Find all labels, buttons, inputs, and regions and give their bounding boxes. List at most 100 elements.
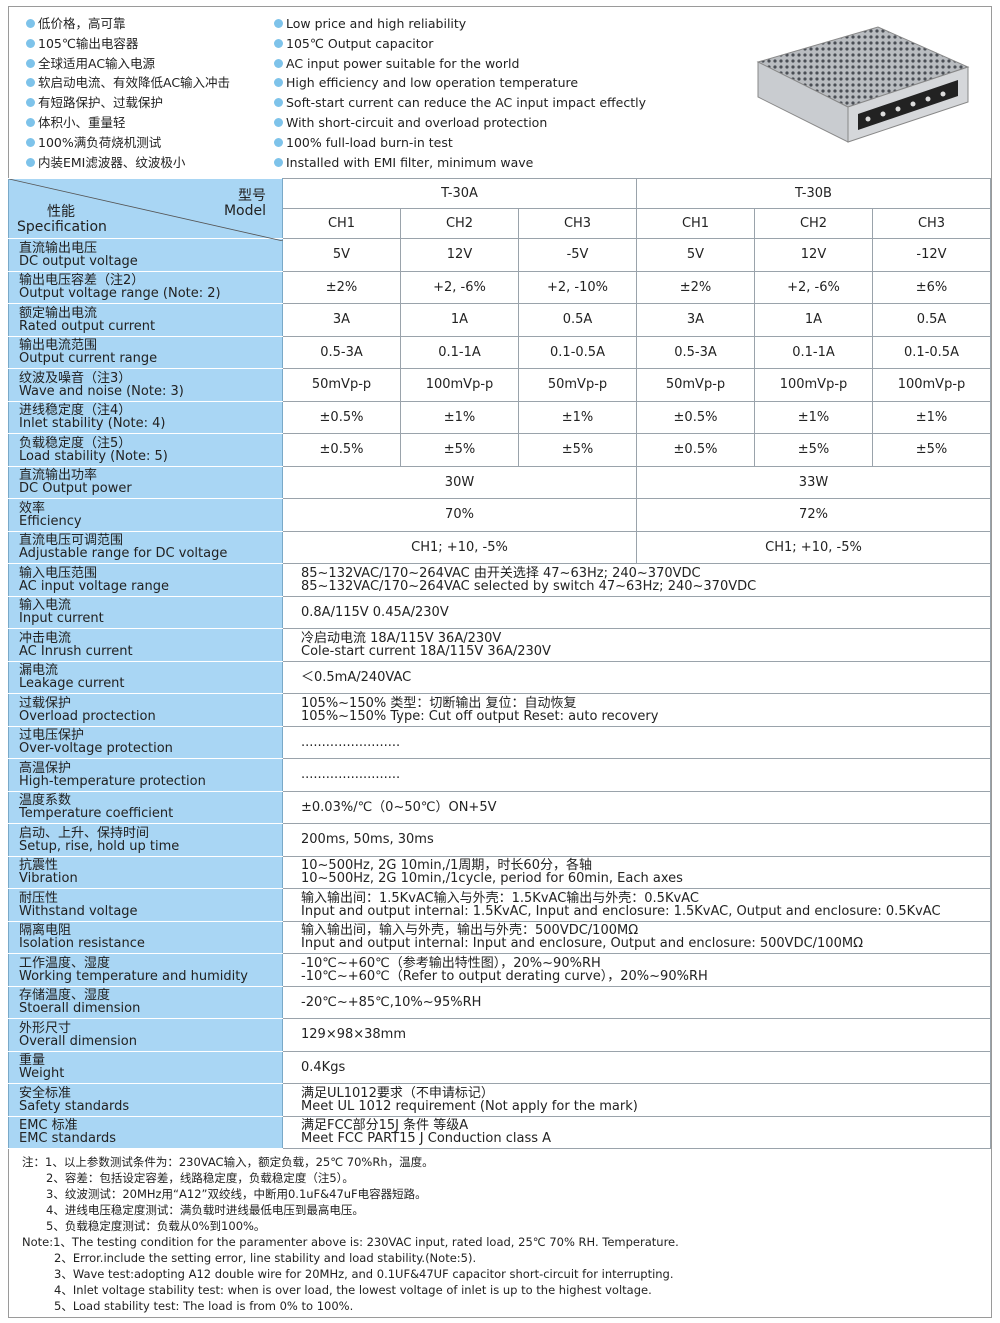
table-row: 高温保护 High-temperature protection.........…: [8, 758, 991, 792]
spec-label-en: Withstand voltage: [19, 903, 138, 919]
spec-label-en: Output voltage range (Note: 2): [19, 286, 221, 302]
note-cn: 4、进线电压稳定度测试：满负载时进线最低电压到最高电压。: [46, 1203, 364, 1217]
table-row: 漏电流 Leakage current ＜0.5mA/240VAC: [8, 660, 991, 694]
feature-item: 100% full-load burn-in test: [274, 133, 646, 153]
note-en: Note:1、The testing condition for the par…: [22, 1235, 679, 1249]
model-label-cn: 型号: [238, 188, 266, 204]
spec-label-cn: 抗震性: [19, 858, 59, 874]
spec-label-cell: 隔离电阻 Isolation resistance: [8, 920, 283, 954]
value-line: 129×98×38mm: [301, 1027, 407, 1043]
value-cell: 33W: [636, 465, 991, 499]
table-row: 过载保护 Overload proctection 105%~150% 类型：切断输…: [8, 693, 991, 727]
value-line: 85~132VAC/170~264VAC 由开关选择 47~63Hz; 240~…: [301, 565, 701, 581]
spec-label-cn: 过载保护: [19, 695, 72, 711]
spec-label-en: Temperature coefficient: [19, 806, 174, 822]
spec-label-cell: 负载稳定度（注5） Load stability (Note: 5): [8, 433, 283, 467]
value-line: Meet FCC PART15 J Conduction class A: [301, 1131, 552, 1147]
value-cell: 72%: [636, 498, 991, 532]
spec-label-cn: EMC 标准: [19, 1118, 78, 1134]
spec-label-cn: 隔离电阻: [19, 923, 72, 939]
value-cell: 0.5A: [518, 303, 637, 337]
spec-label-cn: 进线稳定度（注4）: [19, 403, 132, 419]
value-cell: 1A: [754, 303, 873, 337]
spec-label-cell: 额定输出电流 Rated output current: [8, 303, 283, 337]
channel-header: CH2: [400, 208, 519, 239]
value-cell: -20℃~+85℃,10%~95%RH: [282, 985, 991, 1019]
value-line: 0.4Kgs: [301, 1059, 346, 1075]
table-row: 输出电压容差（注2） Output voltage range (Note: 2)…: [8, 270, 991, 304]
table-row: 外形尺寸 Overall dimension 129×98×38mm: [8, 1018, 991, 1052]
value-cell: 0.1-0.5A: [518, 335, 637, 369]
value-cell: 0.4Kgs: [282, 1050, 991, 1084]
features-en: Low price and high reliability 105℃ Outpu…: [274, 14, 646, 172]
note-cn: 注：1、以上参数测试条件为：230VAC输入，额定负载，25℃ 70%Rh，温度…: [22, 1155, 434, 1169]
header-row-models: 型号 Model 性能 Specification T-30A T-30B: [8, 178, 991, 241]
spec-label-en: DC Output power: [19, 481, 132, 497]
table-row: 工作温度、湿度 Working temperature and humidity -…: [8, 953, 991, 987]
table-row: 负载稳定度（注5） Load stability (Note: 5) ±0.5% ±5…: [8, 433, 991, 467]
spec-label-en: Specification: [17, 219, 107, 235]
spec-label-en: AC input voltage range: [19, 578, 169, 594]
spec-label-cn: 效率: [19, 500, 46, 516]
table-row: 安全标准 Safety standards 满足UL1012要求（不申请标记） Mee…: [8, 1083, 991, 1117]
spec-label-en: Wave and noise (Note: 3): [19, 383, 184, 399]
spec-label-cell: 漏电流 Leakage current: [8, 660, 283, 694]
value-cell: 5V: [636, 238, 755, 272]
spec-label-cell: 重量 Weight: [8, 1050, 283, 1084]
value-cell: 0.1-1A: [400, 335, 519, 369]
feature-item: Soft-start current can reduce the AC inp…: [274, 93, 646, 113]
note-en: 4、Inlet voltage stability test: when is …: [54, 1283, 652, 1297]
model-t30a: T-30A: [282, 178, 637, 209]
value-cell: 10~500Hz, 2G 10min,/1周期，时长60分，各轴 10~500Hz…: [282, 855, 991, 889]
spec-label-cell: 输出电流范围 Output current range: [8, 335, 283, 369]
value-line: 85~132VAC/170~264VAC selected by switch …: [301, 578, 757, 594]
spec-label-cn: 输入电压范围: [19, 565, 98, 581]
spec-label-en: Setup, rise, hold up time: [19, 838, 180, 854]
table-row: 抗震性 Vibration 10~500Hz, 2G 10min,/1周期，时长60…: [8, 855, 991, 889]
value-cell: ±1%: [518, 400, 637, 434]
value-cell: ........................: [282, 725, 991, 759]
feature-item: With short-circuit and overload protecti…: [274, 113, 646, 133]
value-cell: ±2%: [636, 270, 755, 304]
spec-label-cn: 耐压性: [19, 890, 59, 906]
table-row: 重量 Weight 0.4Kgs: [8, 1050, 991, 1084]
value-line: Meet UL 1012 requirement (Not apply for …: [301, 1098, 638, 1114]
value-cell: 50mVp-p: [636, 368, 755, 402]
spec-label-cell: EMC 标准 EMC standards: [8, 1115, 283, 1149]
spec-label-cn: 直流输出电压: [19, 240, 98, 256]
value-cell: ±1%: [400, 400, 519, 434]
spec-label-en: Safety standards: [19, 1098, 130, 1114]
spec-label-cn: 纹波及噪音（注3）: [19, 370, 132, 386]
feature-item: Installed with EMI filter, minimum wave: [274, 153, 646, 173]
spec-label-cn: 输出电压容差（注2）: [19, 273, 145, 289]
value-line: 冷启动电流 18A/115V 36A/230V: [301, 630, 502, 646]
header-corner-cell: 型号 Model 性能 Specification: [8, 178, 283, 241]
table-row: 输入电压范围 AC input voltage range 85~132VAC/17…: [8, 563, 991, 597]
value-cell: ±0.5%: [636, 400, 755, 434]
spec-label-cell: 输出电压容差（注2） Output voltage range (Note: 2): [8, 270, 283, 304]
value-cell: 30W: [282, 465, 637, 499]
feature-item: High efficiency and low operation temper…: [274, 73, 646, 93]
spec-table: 型号 Model 性能 Specification T-30A T-30B CH…: [8, 178, 991, 1149]
spec-label-en: Input current: [19, 611, 104, 627]
value-line: Input and output internal: 1.5KvAC, Inpu…: [301, 903, 941, 919]
spec-label-en: Leakage current: [19, 676, 125, 692]
table-row: 冲击电流 AC Inrush current 冷启动电流 18A/115V 36A/…: [8, 628, 991, 662]
spec-label-en: EMC standards: [19, 1131, 117, 1147]
note-cn: 5、负载稳定度测试：负载从0%到100%。: [46, 1219, 266, 1233]
model-t30b: T-30B: [636, 178, 991, 209]
table-row: 进线稳定度（注4） Inlet stability (Note: 4) ±0.5% ±…: [8, 400, 991, 434]
spec-label-cell: 直流输出电压 DC output voltage: [8, 238, 283, 272]
spec-label-cell: 启动、上升、保持时间 Setup, rise, hold up time: [8, 823, 283, 857]
value-cell: 满足UL1012要求（不申请标记） Meet UL 1012 requiremen…: [282, 1083, 991, 1117]
value-line: 105%~150% 类型：切断输出 复位：自动恢复: [301, 695, 577, 711]
table-row: 耐压性 Withstand voltage 输入输出间：1.5KvAC输入与外壳：1…: [8, 888, 991, 922]
table-row: 额定输出电流 Rated output current 3A 1A 0.5A 3A 1A 0.…: [8, 303, 991, 337]
spec-label-cn: 存储温度、湿度: [19, 988, 111, 1004]
spec-label-en: Inlet stability (Note: 4): [19, 416, 166, 432]
value-cell: 100mVp-p: [400, 368, 519, 402]
spec-label-en: Load stability (Note: 5): [19, 448, 168, 464]
value-cell: 85~132VAC/170~264VAC 由开关选择 47~63Hz; 240~…: [282, 563, 991, 597]
diagonal-divider: [9, 179, 283, 241]
spec-label-en: Overall dimension: [19, 1033, 137, 1049]
